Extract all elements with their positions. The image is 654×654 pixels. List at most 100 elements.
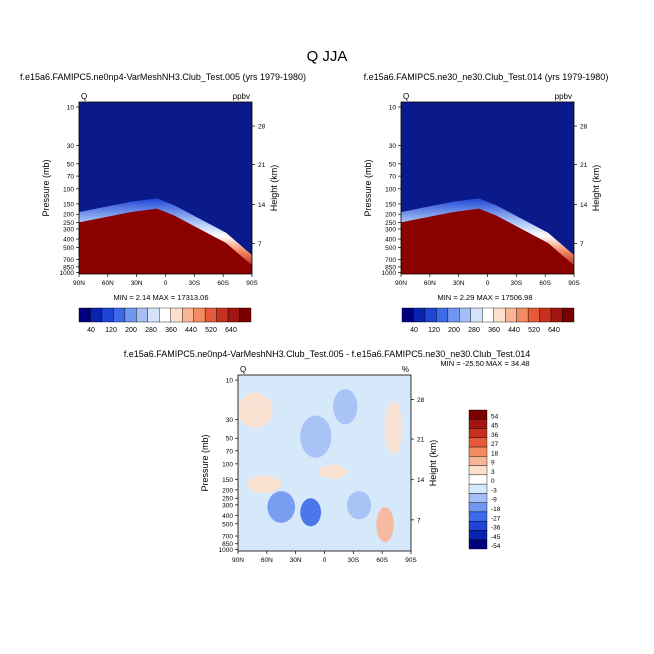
colorbar-label: 36	[491, 432, 499, 439]
y-tick-label: 300	[63, 226, 74, 233]
contour-region	[300, 415, 332, 458]
y-tick-label: 300	[385, 226, 396, 233]
colorbar-swatch	[147, 307, 160, 323]
colorbar-swatch	[101, 307, 114, 323]
colorbar-swatch	[468, 446, 488, 457]
colorbar-swatch	[539, 307, 552, 323]
min-max-stats: MIN = -25.50 MAX = 34.48	[440, 359, 529, 368]
min-max-stats: MIN = 2.14 MAX = 17313.06	[113, 293, 208, 302]
panel-title: f.e15a6.FAMIPC5.ne0np4-VarMeshNH3.Club_T…	[20, 72, 306, 82]
contour-region	[300, 498, 322, 527]
panel-title: f.e15a6.FAMIPC5.ne30_ne30.Club_Test.014 …	[364, 72, 609, 82]
x-tick-label: 30N	[290, 557, 302, 564]
y2-tick-label: 14	[580, 202, 588, 209]
y-tick-label: 500	[63, 245, 74, 252]
min-max-stats: MIN = 2.29 MAX = 17506.98	[437, 293, 532, 302]
x-tick-label: 60S	[217, 280, 229, 287]
colorbar-label: 9	[491, 460, 495, 467]
y2-axis-label: Height (km)	[428, 440, 438, 487]
x-tick-label: 60N	[102, 280, 114, 287]
colorbar-swatch	[468, 428, 488, 438]
y-tick-label: 1000	[382, 270, 397, 277]
colorbar-swatch	[78, 307, 91, 323]
y-tick-label: 700	[63, 257, 74, 264]
x-tick-label: 30S	[189, 280, 201, 287]
colorbar-swatch	[468, 474, 488, 485]
colorbar-swatch	[113, 307, 126, 323]
y-axis-label: Pressure (mb)	[41, 159, 51, 216]
colorbar-swatch	[550, 307, 563, 323]
y-tick-label: 50	[67, 161, 75, 168]
y-tick-label: 70	[389, 174, 397, 181]
colorbar-swatch	[227, 307, 240, 323]
colorbar-swatch	[124, 307, 137, 323]
panels: f.e15a6.FAMIPC5.ne0np4-VarMeshNH3.Club_T…	[20, 72, 608, 564]
x-tick-label: 90S	[405, 557, 417, 564]
y2-axis-label: Height (km)	[591, 165, 601, 212]
colorbar-swatch	[447, 307, 460, 323]
colorbar-swatch	[505, 307, 517, 323]
colorbar-swatch	[413, 307, 426, 323]
colorbar-label: 40	[410, 327, 418, 334]
colorbar-swatch	[470, 307, 483, 323]
colorbar: 40 120 200 280 360 440 520 640	[401, 307, 575, 334]
contour-region	[246, 475, 282, 493]
y-axis-label: Pressure (mb)	[363, 159, 373, 216]
contour-region	[376, 506, 394, 543]
x-tick-label: 60N	[424, 280, 436, 287]
contour-region	[346, 491, 372, 520]
y2-tick-label: 28	[417, 397, 425, 404]
y-tick-label: 300	[222, 502, 233, 509]
colorbar-label: -18	[491, 506, 501, 513]
y-axis-label: Pressure (mb)	[200, 434, 210, 491]
colorbar-swatch	[468, 539, 488, 550]
y-tick-label: 700	[222, 534, 233, 541]
y-tick-label: 500	[385, 245, 396, 252]
colorbar-label: -54	[491, 543, 501, 550]
x-tick-label: 90S	[568, 280, 580, 287]
figure-title: Q JJA	[307, 48, 348, 65]
colorbar-swatch	[468, 521, 488, 531]
colorbar-label: 360	[488, 327, 500, 334]
colorbar-label: 18	[491, 450, 499, 457]
variable-label: Q	[81, 92, 87, 101]
colorbar-label: 3	[491, 469, 495, 476]
y-tick-label: 1000	[60, 270, 75, 277]
variable-label: Q	[240, 365, 246, 374]
y-tick-label: 250	[385, 220, 396, 227]
colorbar-label: 200	[125, 327, 137, 334]
units-label: ppbv	[233, 92, 250, 101]
y-tick-label: 200	[222, 487, 233, 494]
y-tick-label: 500	[222, 521, 233, 528]
colorbar-swatch	[468, 530, 488, 540]
units-label: %	[402, 365, 409, 374]
y-tick-label: 100	[63, 186, 74, 193]
colorbar-swatch	[136, 307, 148, 323]
y2-tick-label: 7	[417, 517, 421, 524]
colorbar-label: 40	[87, 327, 95, 334]
colorbar-label: 520	[205, 327, 217, 334]
colorbar-swatch	[468, 493, 488, 503]
y-tick-label: 100	[385, 186, 396, 193]
contour-region	[267, 491, 296, 523]
y2-axis-label: Height (km)	[269, 165, 279, 212]
contour-region	[238, 392, 273, 428]
colorbar-swatch	[193, 307, 206, 323]
colorbar-swatch	[468, 437, 488, 448]
colorbar-swatch	[436, 307, 449, 323]
y-tick-label: 200	[385, 212, 396, 219]
colorbar: 54 45 36 27 18 9 3 0 -3 -9 -18 -27 -36 -45 -54	[468, 409, 501, 550]
colorbar-label: 120	[428, 327, 440, 334]
colorbar-swatch	[204, 307, 217, 323]
y-tick-label: 250	[63, 220, 74, 227]
y-tick-label: 850	[385, 264, 396, 271]
colorbar-label: -36	[491, 525, 501, 532]
x-tick-label: 60N	[261, 557, 273, 564]
y-tick-label: 30	[67, 143, 75, 150]
colorbar-label: 280	[468, 327, 480, 334]
y2-tick-label: 21	[258, 162, 266, 169]
units-label: ppbv	[555, 92, 572, 101]
colorbar-label: 280	[145, 327, 157, 334]
colorbar-swatch	[459, 307, 472, 323]
x-tick-label: 30N	[453, 280, 465, 287]
